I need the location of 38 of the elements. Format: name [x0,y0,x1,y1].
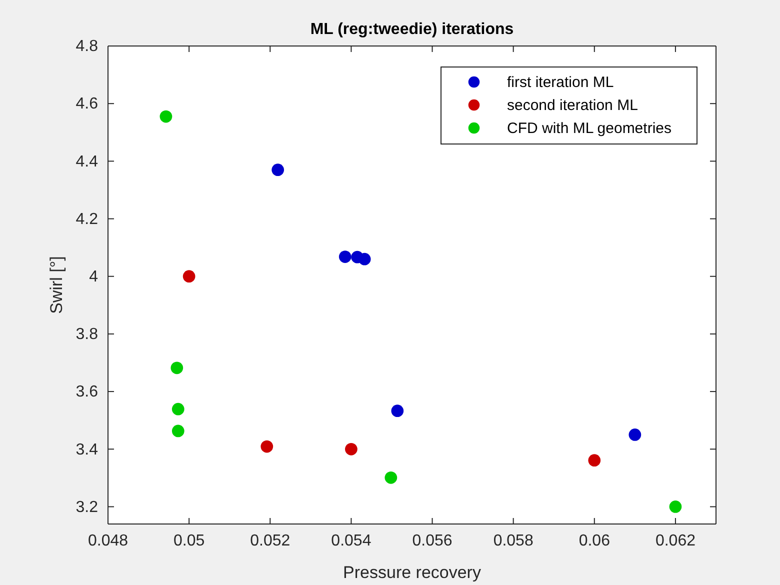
point [172,402,184,416]
x-axis-title: Pressure recovery [343,563,482,582]
point [172,424,184,438]
x-tick-label: 0.048 [88,532,128,550]
point [345,442,358,456]
point [338,250,352,263]
x-tick-label: 0.05 [173,532,205,550]
point [160,110,172,123]
legend-label: CFD with ML geometries [507,120,672,137]
y-tick-label: 3.6 [76,384,98,401]
point [588,454,601,467]
y-tick-label: 4.4 [76,153,98,170]
legend-label: second iteration ML [507,97,638,114]
y-tick-label: 4.8 [76,38,98,56]
point [272,164,284,176]
x-tick-label: 0.062 [655,532,696,550]
point [170,362,184,374]
x-tick-label: 0.052 [250,532,290,550]
y-tick-label: 4.6 [76,96,98,113]
y-tick-label: 3.2 [76,498,98,516]
point [358,252,371,266]
y-tick-label: 3.4 [76,441,98,458]
point [384,471,398,484]
x-tick-label: 0.06 [578,532,610,550]
x-tick-label: 0.054 [331,532,372,550]
legend-label: first iteration ML [507,74,614,91]
point [628,428,642,441]
point [669,500,682,513]
y-tick-label: 3.8 [76,326,98,344]
x-tick-label: 0.056 [412,532,452,550]
point [260,440,274,453]
x-tick-label: 0.058 [493,532,534,550]
chart-title: ML (reg:tweedie) iterations [310,21,514,38]
y-tick-label: 4 [89,268,98,286]
point [182,270,196,283]
y-tick-label: 4.2 [76,210,98,228]
y-axis-title: Swirl [°] [47,256,66,314]
point [391,404,404,418]
